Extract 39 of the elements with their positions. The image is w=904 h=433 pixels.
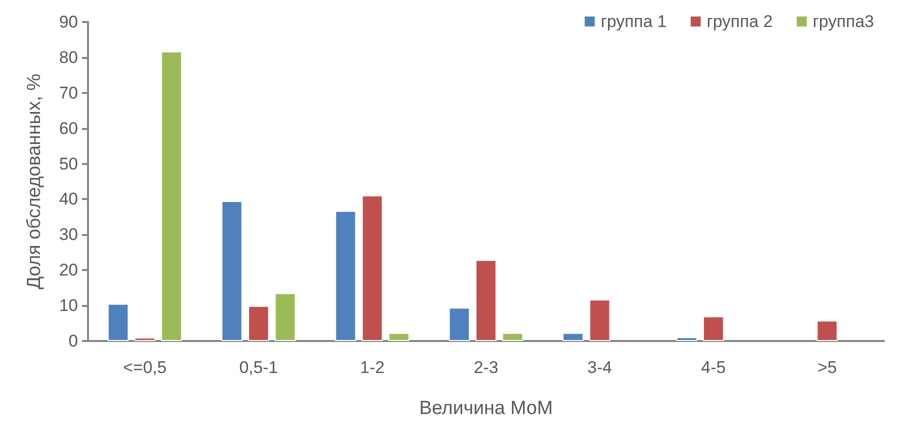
x-tick-label: 1-2 <box>360 358 385 377</box>
y-tick-label: 60 <box>59 118 78 138</box>
x-tick-label: 2-3 <box>474 358 498 377</box>
bar <box>274 293 296 341</box>
x-tick-label: 0,5-1 <box>239 358 278 377</box>
y-tick-label: 70 <box>59 83 78 102</box>
y-tick-label: 40 <box>59 190 78 209</box>
bar <box>248 306 270 341</box>
legend-label: группа 2 <box>706 12 773 31</box>
y-axis-title: Доля обследованных, % <box>24 74 45 290</box>
bar <box>816 320 838 341</box>
y-tick-label: 90 <box>59 12 78 32</box>
y-tick-label: 30 <box>59 225 78 244</box>
bar <box>476 260 496 341</box>
bar <box>702 316 724 341</box>
y-tick-label: 50 <box>59 154 78 174</box>
bar <box>388 332 410 341</box>
bar <box>589 300 610 341</box>
x-tick-label: <=0,5 <box>123 358 167 377</box>
bar <box>335 210 356 341</box>
y-tick-label: 0 <box>68 332 78 350</box>
x-axis-title: Величина МоМ <box>419 398 553 419</box>
bar <box>108 304 129 341</box>
y-tick-label: 20 <box>59 260 78 280</box>
bar <box>502 332 524 341</box>
x-tick-label: 4-5 <box>701 358 726 377</box>
y-tick-label: 80 <box>59 48 78 67</box>
x-tick-label: >5 <box>817 358 837 377</box>
bar <box>676 337 698 341</box>
legend-label: группа 1 <box>600 12 667 31</box>
bar <box>221 200 242 341</box>
x-tick-label: 3-4 <box>587 358 612 377</box>
bar <box>562 332 584 341</box>
bar <box>448 308 470 341</box>
legend-label: группа3 <box>812 12 874 31</box>
bar <box>362 195 383 341</box>
bar <box>161 51 182 341</box>
bar <box>134 337 156 341</box>
y-tick-label: 10 <box>59 296 78 316</box>
